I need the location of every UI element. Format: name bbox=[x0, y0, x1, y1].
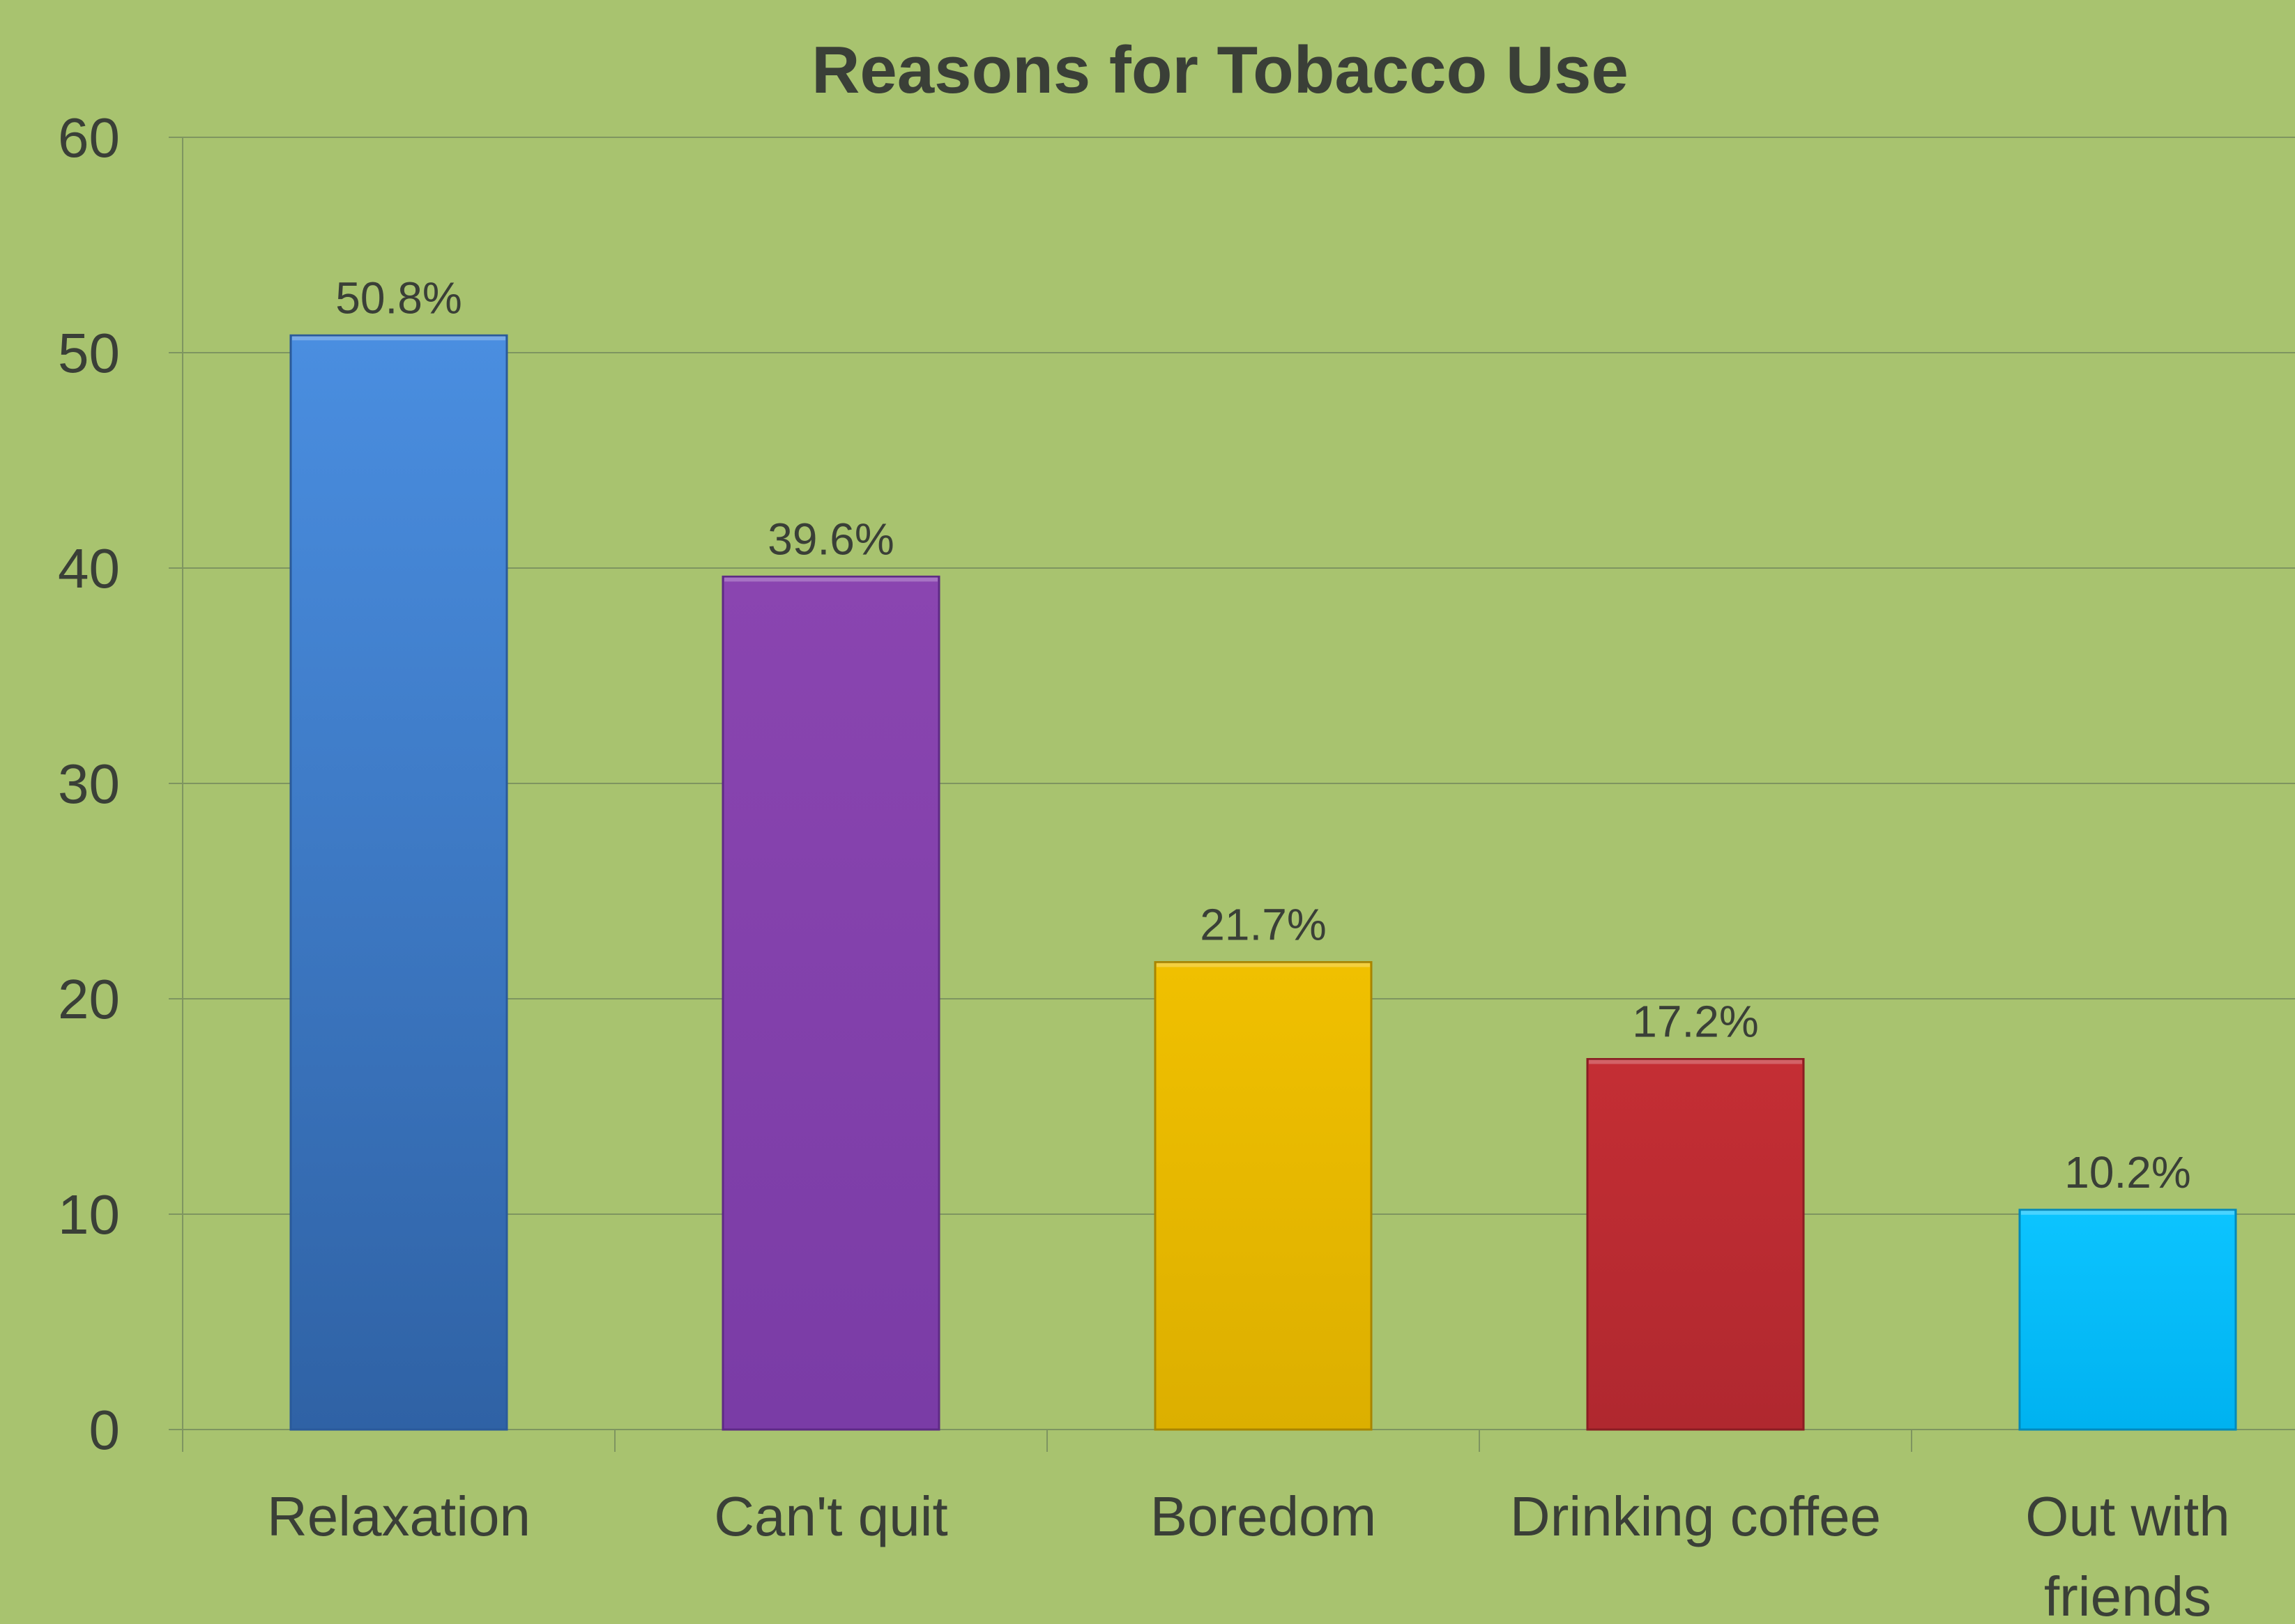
y-tick-label: 30 bbox=[58, 753, 120, 815]
data-label: 50.8% bbox=[335, 273, 462, 323]
x-tick-label: Drinking coffee bbox=[1510, 1485, 1881, 1547]
bar-highlight bbox=[1157, 963, 1370, 967]
bar-highlight bbox=[292, 336, 505, 341]
x-tick-label: Relaxation bbox=[267, 1485, 531, 1547]
bar-highlight bbox=[724, 577, 938, 582]
y-tick-label: 50 bbox=[58, 322, 120, 384]
bar bbox=[2018, 1209, 2237, 1431]
bar bbox=[722, 575, 940, 1431]
y-tick-label: 20 bbox=[58, 968, 120, 1030]
chart-title: Reasons for Tobacco Use bbox=[811, 33, 1629, 107]
y-tick-label: 40 bbox=[58, 537, 120, 599]
y-axis-tick-labels: 0 10 20 30 40 50 60 bbox=[58, 107, 120, 1461]
data-label: 21.7% bbox=[1200, 899, 1326, 949]
x-axis-tick-labels: Relaxation Can't quit Boredom Drinking coff… bbox=[267, 1485, 2230, 1624]
data-label: 39.6% bbox=[768, 514, 894, 564]
data-label: 10.2% bbox=[2064, 1147, 2190, 1197]
x-tick-label: Out with friends bbox=[2025, 1485, 2229, 1621]
bar bbox=[1154, 960, 1373, 1431]
bar bbox=[289, 334, 508, 1431]
bar-highlight bbox=[1589, 1059, 1802, 1064]
x-tick-label: Boredom bbox=[1150, 1485, 1377, 1547]
data-label: 17.2% bbox=[1632, 997, 1758, 1047]
bar bbox=[1586, 1058, 1805, 1431]
y-tick-label: 10 bbox=[58, 1183, 120, 1246]
gridlines bbox=[183, 137, 2295, 1215]
y-tick-label: 0 bbox=[89, 1399, 121, 1461]
bar-highlight bbox=[2021, 1210, 2234, 1215]
data-labels: 50.8% 39.6% 21.7% 17.2% 10.2% bbox=[335, 273, 2190, 1197]
bars bbox=[289, 334, 2237, 1431]
y-tick-label: 60 bbox=[58, 107, 120, 169]
x-tick-label: Can't quit bbox=[714, 1485, 947, 1547]
